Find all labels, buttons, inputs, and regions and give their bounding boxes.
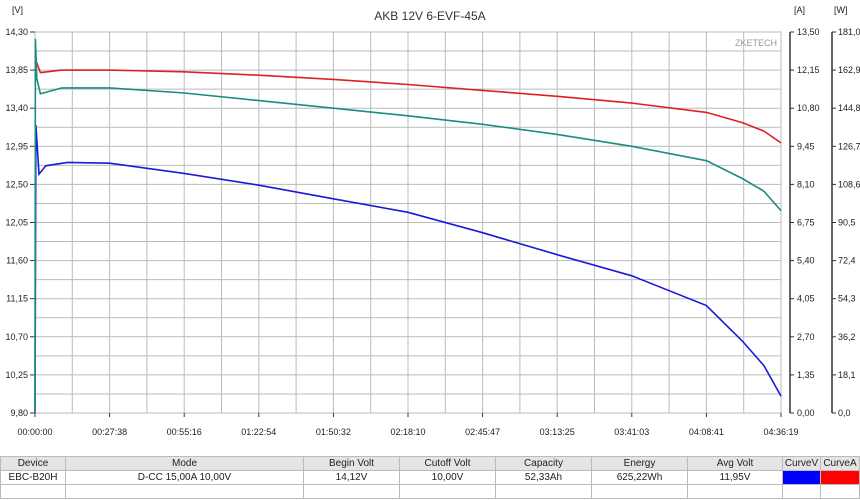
series-line-1 [34, 125, 782, 414]
y-left-tick: 11,15 [6, 294, 28, 304]
y-right-w-tick: 18,1 [838, 370, 856, 380]
y-right-w-tick: 162,9 [838, 65, 860, 75]
curve-a-swatch[interactable] [820, 470, 860, 485]
y-left-tick: 10,70 [5, 332, 28, 342]
cell-device: EBC-B20H [0, 470, 66, 485]
y-right-a-tick: 9,45 [797, 141, 815, 151]
y-left-tick: 9,80 [10, 408, 28, 418]
cell-energy: 625,22Wh [591, 470, 688, 485]
y-left-tick: 14,30 [5, 27, 28, 37]
y-left-tick: 13,85 [5, 65, 28, 75]
y-right-a-tick: 2,70 [797, 332, 815, 342]
col-curve-v: CurveV [782, 456, 821, 471]
results-table: Device Mode Begin Volt Cutoff Volt Capac… [0, 456, 860, 499]
x-tick: 04:36:19 [763, 427, 798, 437]
cell-begin-volt: 14,12V [303, 470, 400, 485]
x-tick: 02:45:47 [465, 427, 500, 437]
series-line-3 [34, 38, 782, 414]
x-tick: 02:18:10 [390, 427, 425, 437]
y-right-w-tick: 0,0 [838, 408, 851, 418]
col-cutoff-volt: Cutoff Volt [399, 456, 496, 471]
y-left-unit: [V] [12, 5, 23, 15]
chart-title: AKB 12V 6-EVF-45A [374, 9, 485, 23]
y-right-w-tick: 36,2 [838, 332, 856, 342]
y-right-a-tick: 13,50 [797, 27, 820, 37]
y-right-a-tick: 12,15 [797, 65, 820, 75]
watermark: ZKETECH [735, 38, 777, 48]
y-left-tick: 12,50 [5, 179, 28, 189]
y-right-a-tick: 6,75 [797, 218, 815, 228]
x-tick: 00:55:16 [167, 427, 202, 437]
col-curve-a: CurveA [820, 456, 860, 471]
x-tick: 03:41:03 [614, 427, 649, 437]
y-right-a-unit: [A] [794, 5, 805, 15]
cell-capacity: 52,33Ah [495, 470, 592, 485]
cell-cutoff-volt: 10,00V [399, 470, 496, 485]
x-tick: 04:08:41 [689, 427, 724, 437]
x-tick: 01:50:32 [316, 427, 351, 437]
x-tick: 03:13:25 [540, 427, 575, 437]
col-device: Device [0, 456, 66, 471]
y-right-a-tick: 4,05 [797, 294, 815, 304]
col-energy: Energy [591, 456, 688, 471]
col-mode: Mode [65, 456, 304, 471]
y-right-w-tick: 181,0 [838, 27, 860, 37]
y-left-tick: 12,05 [5, 218, 28, 228]
x-tick: 00:27:38 [92, 427, 127, 437]
y-left-tick: 13,40 [5, 103, 28, 113]
col-begin-volt: Begin Volt [303, 456, 400, 471]
col-avg-volt: Avg Volt [687, 456, 783, 471]
x-tick: 01:22:54 [241, 427, 276, 437]
y-right-w-unit: [W] [834, 5, 848, 15]
y-right-w-tick: 144,8 [838, 103, 860, 113]
y-left-tick: 10,25 [5, 370, 28, 380]
table-row-empty [0, 484, 860, 499]
y-right-w-tick: 90,5 [838, 218, 856, 228]
y-right-a-tick: 1,35 [797, 370, 815, 380]
y-right-w-tick: 72,4 [838, 256, 856, 266]
y-right-a-tick: 8,10 [797, 179, 815, 189]
y-right-a-tick: 10,80 [797, 103, 820, 113]
x-tick: 00:00:00 [17, 427, 52, 437]
y-right-w-tick: 54,3 [838, 294, 856, 304]
cell-mode: D-CC 15,00A 10,00V [65, 470, 304, 485]
y-left-tick: 11,60 [6, 256, 28, 266]
cell-avg-volt: 11,95V [687, 470, 783, 485]
table-row[interactable]: EBC-B20H D-CC 15,00A 10,00V 14,12V 10,00… [0, 470, 860, 485]
y-right-a-tick: 5,40 [797, 256, 815, 266]
y-right-w-tick: 126,7 [838, 141, 860, 151]
chart: AKB 12V 6-EVF-45A ZKETECH [V] [A] [W] 14,30 13… [5, 5, 860, 437]
curve-v-swatch[interactable] [782, 470, 821, 485]
y-right-a-tick: 0,00 [797, 408, 815, 418]
y-left-tick: 12,95 [5, 141, 28, 151]
table-header-row: Device Mode Begin Volt Cutoff Volt Capac… [0, 456, 860, 471]
col-capacity: Capacity [495, 456, 592, 471]
y-right-w-tick: 108,6 [838, 179, 860, 189]
series-line-2 [34, 57, 782, 144]
